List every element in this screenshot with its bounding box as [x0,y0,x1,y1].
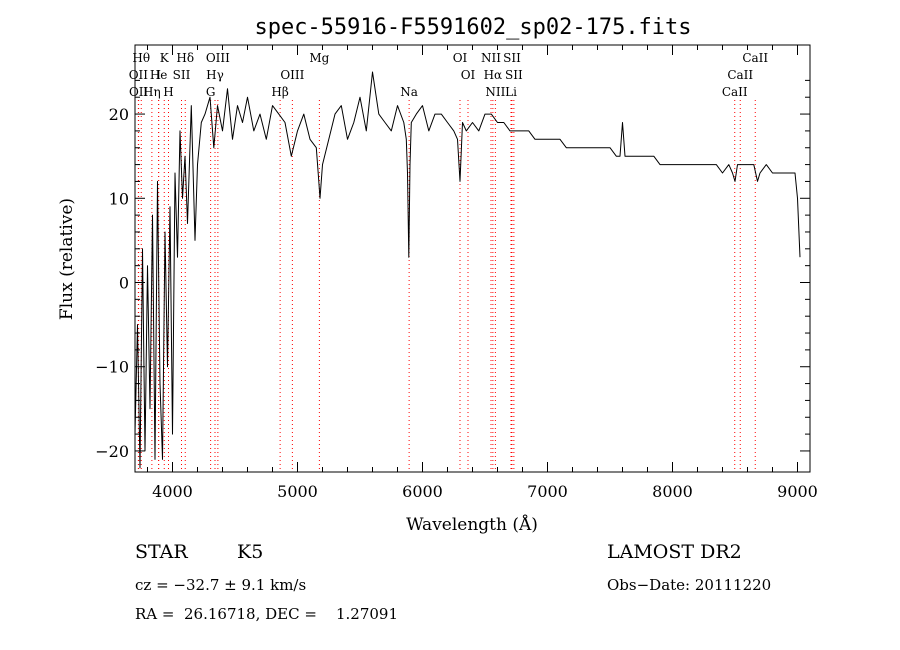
object-class: STAR [135,541,188,563]
object-subclass: K5 [237,541,264,563]
y-tick-label: −20 [95,442,129,461]
redshift-line: cz = −32.7 ± 9.1 km/s [135,576,307,594]
line-marker-label: H [163,85,173,99]
y-tick-label: 0 [119,274,129,293]
line-marker-label: CaII [722,85,748,99]
line-marker-label: Hβ [271,85,288,99]
line-marker-label: CaII [742,51,768,65]
survey-name: LAMOST DR2 [607,541,742,563]
line-marker-label: OII [129,68,149,82]
line-marker-label: Hθ [132,51,150,65]
line-marker-label: OIII [280,68,304,82]
coordinates-line: RA = 26.16718, DEC = 1.27091 [135,605,398,623]
line-marker-label: Na [400,85,418,99]
y-tick-label: 10 [109,189,129,208]
line-marker-label: Mg [309,51,329,65]
line-markers [137,100,756,472]
line-marker-label: Hγ [206,68,224,82]
line-marker-label: OI [453,51,468,65]
line-marker-label: NII [481,51,501,65]
line-marker-label: SII [173,68,191,82]
line-marker-label: G [206,85,216,99]
spectrum-line [134,71,801,469]
line-marker-label: Hα [484,68,503,82]
plot-frame [134,44,811,473]
line-marker-label: Hη [143,85,161,99]
line-marker-label: Hδ [176,51,194,65]
line-marker-label: SII [505,68,523,82]
line-marker-label: I [156,68,161,82]
x-tick-label: 7000 [527,482,568,501]
spectrum-series [134,71,801,469]
line-marker-label: CaII [727,68,753,82]
line-marker-label: Li [505,85,517,99]
y-tick-label: −10 [95,358,129,377]
x-tick-label: 5000 [277,482,318,501]
line-marker-label: SII [503,51,521,65]
y-tick-label: 20 [109,105,129,124]
x-tick-label: 4000 [152,482,193,501]
line-marker-label: OII [129,85,149,99]
line-marker-label: NII [485,85,505,99]
line-marker-label: He [150,68,168,82]
axis-ticks: 4000 5000 6000 7000 8000 9000 −20 −10 0 10 20 [95,45,818,501]
line-marker-label: K [160,51,170,65]
observation-date: Obs−Date: 20111220 [607,576,772,594]
chart-title: spec-55916-F5591602_sp02-175.fits [254,15,691,40]
x-axis-label: Wavelength (Å) [406,514,538,535]
x-tick-label: 8000 [652,482,693,501]
y-axis-label: Flux (relative) [57,198,77,320]
line-marker-label: OIII [206,51,230,65]
x-tick-label: 6000 [402,482,443,501]
line-marker-label: OI [461,68,476,82]
x-tick-label: 9000 [777,482,818,501]
